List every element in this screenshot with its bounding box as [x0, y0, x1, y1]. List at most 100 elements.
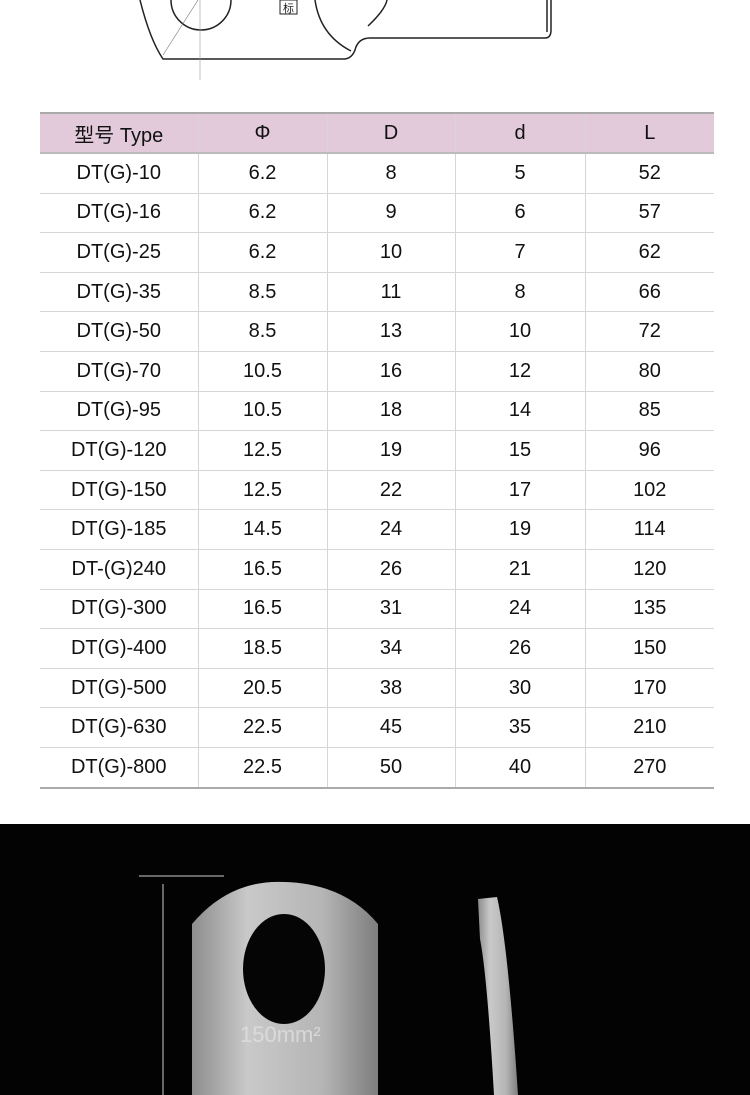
- table-cell: 270: [584, 746, 714, 789]
- table-row: DT(G)-150 12.5 22 17 102: [40, 469, 714, 511]
- table-cell: 22: [326, 469, 456, 511]
- table-cell: 8: [454, 271, 586, 313]
- table-cell: DT(G)-800: [40, 746, 199, 789]
- table-cell: 14.5: [197, 509, 328, 550]
- table-cell: DT(G)-25: [40, 232, 199, 273]
- table-cell: 38: [326, 667, 456, 709]
- drawing-label: 标: [283, 1, 294, 15]
- column-header: 型号 Type: [40, 112, 199, 154]
- table-row: DT(G)-16 6.2 9 6 57: [40, 192, 714, 234]
- table-cell: 12: [454, 350, 586, 392]
- table-cell: 34: [326, 628, 456, 669]
- table-row: DT(G)-25 6.2 10 7 62: [40, 232, 714, 273]
- stamp-text: 150mm²: [240, 1022, 321, 1047]
- table-cell: 10: [454, 311, 586, 352]
- table-cell: DT(G)-16: [40, 192, 199, 234]
- column-header: D: [326, 112, 456, 154]
- table-cell: 17: [454, 469, 586, 511]
- table-cell: 30: [454, 667, 586, 709]
- table-cell: 96: [584, 430, 714, 471]
- table-cell: DT(G)-630: [40, 707, 199, 748]
- table-cell: 150: [584, 628, 714, 669]
- table-row: DT(G)-185 14.5 24 19 114: [40, 509, 714, 550]
- table-row: DT(G)-70 10.5 16 12 80: [40, 350, 714, 392]
- table-cell: 85: [584, 390, 714, 432]
- table-cell: 10: [326, 232, 456, 273]
- table-cell: 135: [584, 588, 714, 630]
- table-cell: DT(G)-70: [40, 350, 199, 392]
- table-cell: 8: [326, 152, 456, 194]
- table-cell: 16.5: [197, 548, 328, 590]
- table-cell: 14: [454, 390, 586, 432]
- table-cell: DT(G)-500: [40, 667, 199, 709]
- table-cell: 52: [584, 152, 714, 194]
- column-header: L: [584, 112, 714, 154]
- table-cell: 12.5: [197, 430, 328, 471]
- product-photo: 150mm²: [0, 824, 750, 1095]
- table-cell: 16: [326, 350, 456, 392]
- table-cell: 12.5: [197, 469, 328, 511]
- table-row: DT(G)-400 18.5 34 26 150: [40, 628, 714, 669]
- table-cell: DT(G)-50: [40, 311, 199, 352]
- table-cell: 45: [326, 707, 456, 748]
- table-cell: DT(G)-300: [40, 588, 199, 630]
- table-cell: 24: [454, 588, 586, 630]
- table-cell: DT(G)-120: [40, 430, 199, 471]
- table-row: DT(G)-300 16.5 31 24 135: [40, 588, 714, 630]
- table-cell: 26: [326, 548, 456, 590]
- table-cell: 9: [326, 192, 456, 234]
- table-cell: DT(G)-35: [40, 271, 199, 313]
- table-cell: 66: [584, 271, 714, 313]
- table-cell: 18.5: [197, 628, 328, 669]
- table-cell: DT(G)-10: [40, 152, 199, 194]
- table-row: DT(G)-95 10.5 18 14 85: [40, 390, 714, 432]
- table-row: DT(G)-120 12.5 19 15 96: [40, 430, 714, 471]
- table-row: DT(G)-10 6.2 8 5 52: [40, 152, 714, 194]
- table-cell: 80: [584, 350, 714, 392]
- table-row: DT(G)-35 8.5 11 8 66: [40, 271, 714, 313]
- table-cell: 20.5: [197, 667, 328, 709]
- table-cell: 5: [454, 152, 586, 194]
- table-cell: 6.2: [197, 152, 328, 194]
- table-cell: 22.5: [197, 707, 328, 748]
- table-cell: 57: [584, 192, 714, 234]
- table-cell: DT-(G)240: [40, 548, 199, 590]
- table-cell: DT(G)-400: [40, 628, 199, 669]
- table-cell: DT(G)-150: [40, 469, 199, 511]
- table-cell: 6.2: [197, 232, 328, 273]
- table-cell: 26: [454, 628, 586, 669]
- table-cell: 50: [326, 746, 456, 789]
- table-row: DT(G)-800 22.5 50 40 270: [40, 746, 714, 789]
- table-cell: 35: [454, 707, 586, 748]
- terminal-lug-drawing: 标: [139, 0, 552, 80]
- table-cell: 11: [326, 271, 456, 313]
- table-cell: 24: [326, 509, 456, 550]
- table-cell: 7: [454, 232, 586, 273]
- table-row: DT(G)-50 8.5 13 10 72: [40, 311, 714, 352]
- table-cell: 16.5: [197, 588, 328, 630]
- table-cell: 6.2: [197, 192, 328, 234]
- table-cell: 62: [584, 232, 714, 273]
- table-cell: 72: [584, 311, 714, 352]
- table-cell: 10.5: [197, 390, 328, 432]
- table-cell: 19: [454, 509, 586, 550]
- table-cell: 19: [326, 430, 456, 471]
- table-cell: 40: [454, 746, 586, 789]
- table-cell: 8.5: [197, 271, 328, 313]
- table-cell: 22.5: [197, 746, 328, 789]
- table-cell: 8.5: [197, 311, 328, 352]
- table-cell: 170: [584, 667, 714, 709]
- table-cell: 102: [584, 469, 714, 511]
- table-cell: 6: [454, 192, 586, 234]
- table-cell: 18: [326, 390, 456, 432]
- table-cell: 15: [454, 430, 586, 471]
- table-cell: 31: [326, 588, 456, 630]
- table-cell: 21: [454, 548, 586, 590]
- table-row: DT(G)-630 22.5 45 35 210: [40, 707, 714, 748]
- table-cell: 114: [584, 509, 714, 550]
- table-cell: 10.5: [197, 350, 328, 392]
- table-cell: 13: [326, 311, 456, 352]
- table-cell: DT(G)-95: [40, 390, 199, 432]
